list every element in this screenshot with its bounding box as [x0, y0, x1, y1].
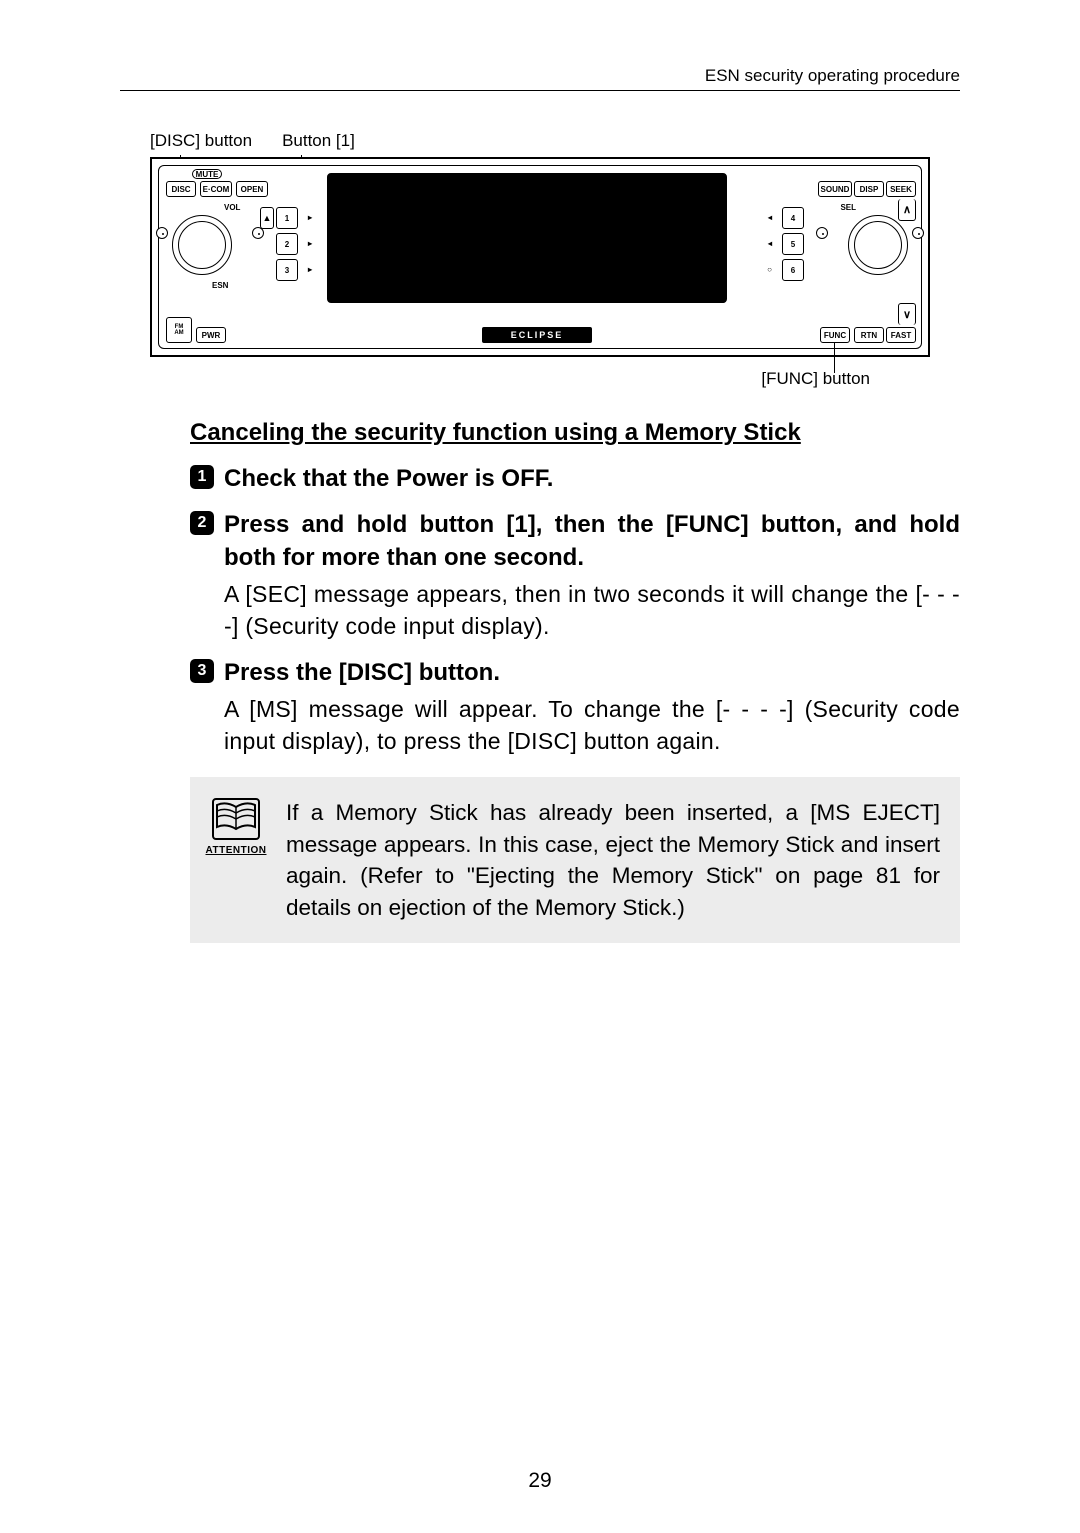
model-label: CD 8454: [682, 179, 710, 186]
step-2: 2 Press and hold button [1], then the [F…: [190, 509, 960, 642]
step-title: Press and hold button [1], then the [FUN…: [224, 509, 960, 574]
preset-6-icon: 6: [782, 259, 804, 281]
disp-button-icon: DISP: [854, 181, 884, 197]
label-button-1: Button [1]: [282, 131, 355, 151]
label-disc-button: [DISC] button: [150, 131, 252, 151]
disc-button-icon: DISC: [166, 181, 196, 197]
attention-text: If a Memory Stick has already been inser…: [286, 797, 940, 923]
step-body: A [SEC] message appears, then in two sec…: [224, 578, 960, 642]
disc-slot-icon: ⊖: [402, 289, 412, 303]
step-body: A [MS] message will appear. To change th…: [224, 693, 960, 757]
book-icon: [211, 797, 261, 841]
step-1: 1 Check that the Power is OFF.: [190, 463, 960, 495]
step-number-icon: 3: [190, 659, 214, 683]
device-diagram: MUTE DISC E·COM OPEN VOL ESN 1 2 3 ▸ ▸ ▸…: [150, 157, 930, 357]
label-func-button: [FUNC] button: [150, 369, 870, 389]
pwr-button-icon: PWR: [196, 327, 226, 343]
page-number: 29: [0, 1469, 1080, 1493]
page-header: ESN security operating procedure: [120, 60, 960, 90]
step-3: 3 Press the [DISC] button. A [MS] messag…: [190, 657, 960, 758]
step-number-icon: 1: [190, 465, 214, 489]
esn-label: ESN: [212, 281, 228, 290]
preset-2-icon: 2: [276, 233, 298, 255]
mute-button-icon: MUTE: [192, 169, 222, 179]
open-button-icon: OPEN: [236, 181, 268, 197]
fast-button-icon: FAST: [886, 327, 916, 343]
sound-button-icon: SOUND: [818, 181, 852, 197]
attention-box: ATTENTION If a Memory Stick has already …: [190, 777, 960, 943]
seek-down-icon: ∨: [898, 303, 916, 325]
preset-1-icon: 1: [276, 207, 298, 229]
sel-label: SEL: [840, 203, 856, 212]
select-knob-icon: [848, 215, 908, 275]
cd-logo-icon: disc: [700, 285, 726, 303]
wma-label: WMA·MP3: [642, 291, 686, 301]
step-title: Press the [DISC] button.: [224, 657, 960, 689]
eject-icon: ▲: [260, 207, 274, 229]
func-button-icon: FUNC: [820, 327, 850, 343]
preset-5-icon: 5: [782, 233, 804, 255]
brand-small-label: E-COM: [337, 179, 367, 189]
ecom-button-icon: E·COM: [200, 181, 232, 197]
vol-label: VOL: [224, 203, 240, 212]
step-title: Check that the Power is OFF.: [224, 463, 960, 495]
brand-label: ECLIPSE: [482, 327, 592, 343]
rtn-button-icon: RTN: [854, 327, 884, 343]
sv-label: SV PRE OUT: [332, 291, 387, 301]
attention-label: ATTENTION: [204, 845, 268, 856]
section-title: Canceling the security function using a …: [190, 419, 960, 447]
seek-up-icon: ∧: [898, 199, 916, 221]
fm-am-button-icon: FMAM: [166, 317, 192, 343]
volume-knob-icon: [172, 215, 232, 275]
preset-3-icon: 3: [276, 259, 298, 281]
device-screen: [327, 173, 727, 303]
preset-4-icon: 4: [782, 207, 804, 229]
step-number-icon: 2: [190, 511, 214, 535]
seek-button-icon: SEEK: [886, 181, 916, 197]
